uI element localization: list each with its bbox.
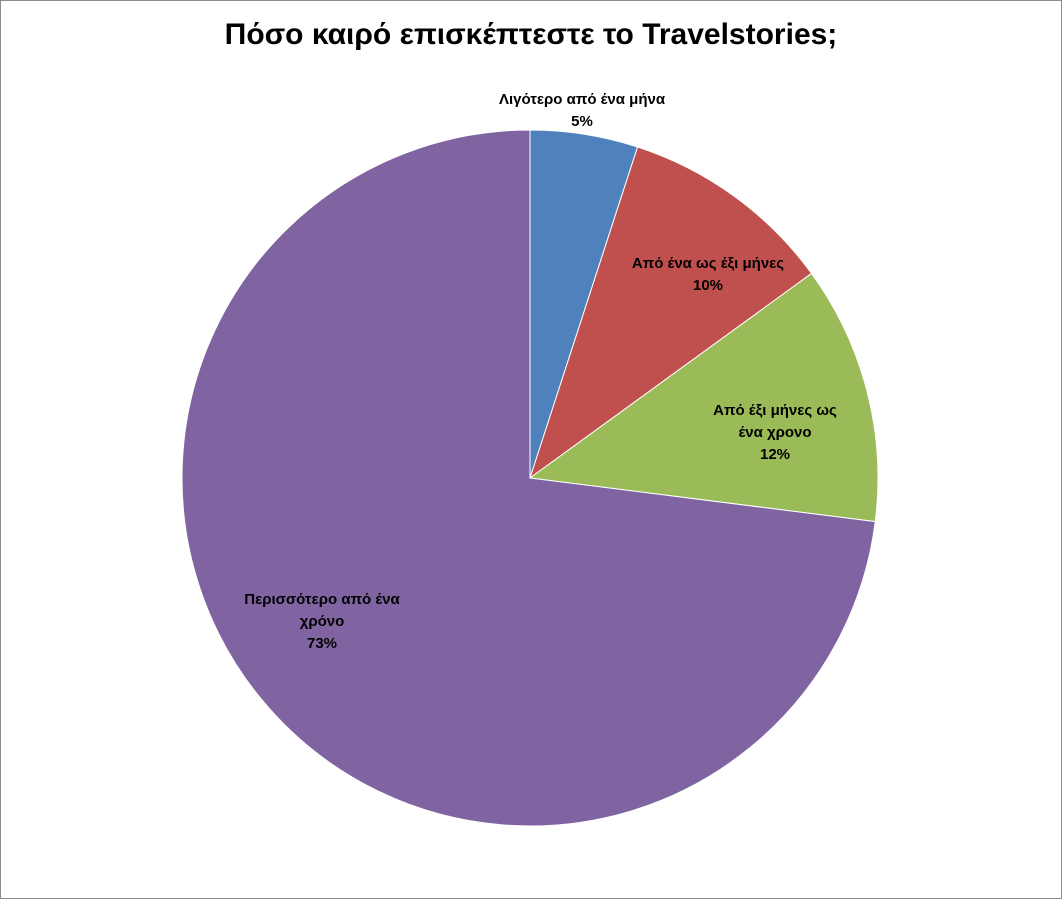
pie-slice <box>181 129 876 827</box>
slice-percent-label: 73% <box>307 635 337 652</box>
slice-category-label: Από ένα ως έξι μήνες <box>632 255 784 272</box>
slice-data-label: Λιγότερο από ένα μήνα 5% <box>499 91 666 130</box>
slice-percent-label: 10% <box>693 277 723 294</box>
slice-percent-label: 12% <box>760 446 790 463</box>
slice-percent-label: 5% <box>571 113 593 130</box>
pie-slice <box>528 272 879 523</box>
pie-slice <box>529 146 813 480</box>
slice-data-label: Περισσότερο από ένα χρόνο 73% <box>244 591 400 652</box>
slice-data-label: Από έξι μήνες ως ένα χρονο 12% <box>713 402 837 463</box>
slice-category-label: ένα χρονο <box>738 424 811 441</box>
slice-category-label: Λιγότερο από ένα μήνα <box>499 91 666 108</box>
slice-category-label: Περισσότερο από ένα <box>244 591 400 608</box>
slice-category-label: Από έξι μήνες ως <box>713 402 837 419</box>
slice-data-label: Από ένα ως έξι μήνες 10% <box>632 255 784 294</box>
slice-category-label: χρόνο <box>300 613 345 630</box>
chart-title: Πόσο καιρό επισκέπτεστε το Travelstories… <box>224 18 838 51</box>
